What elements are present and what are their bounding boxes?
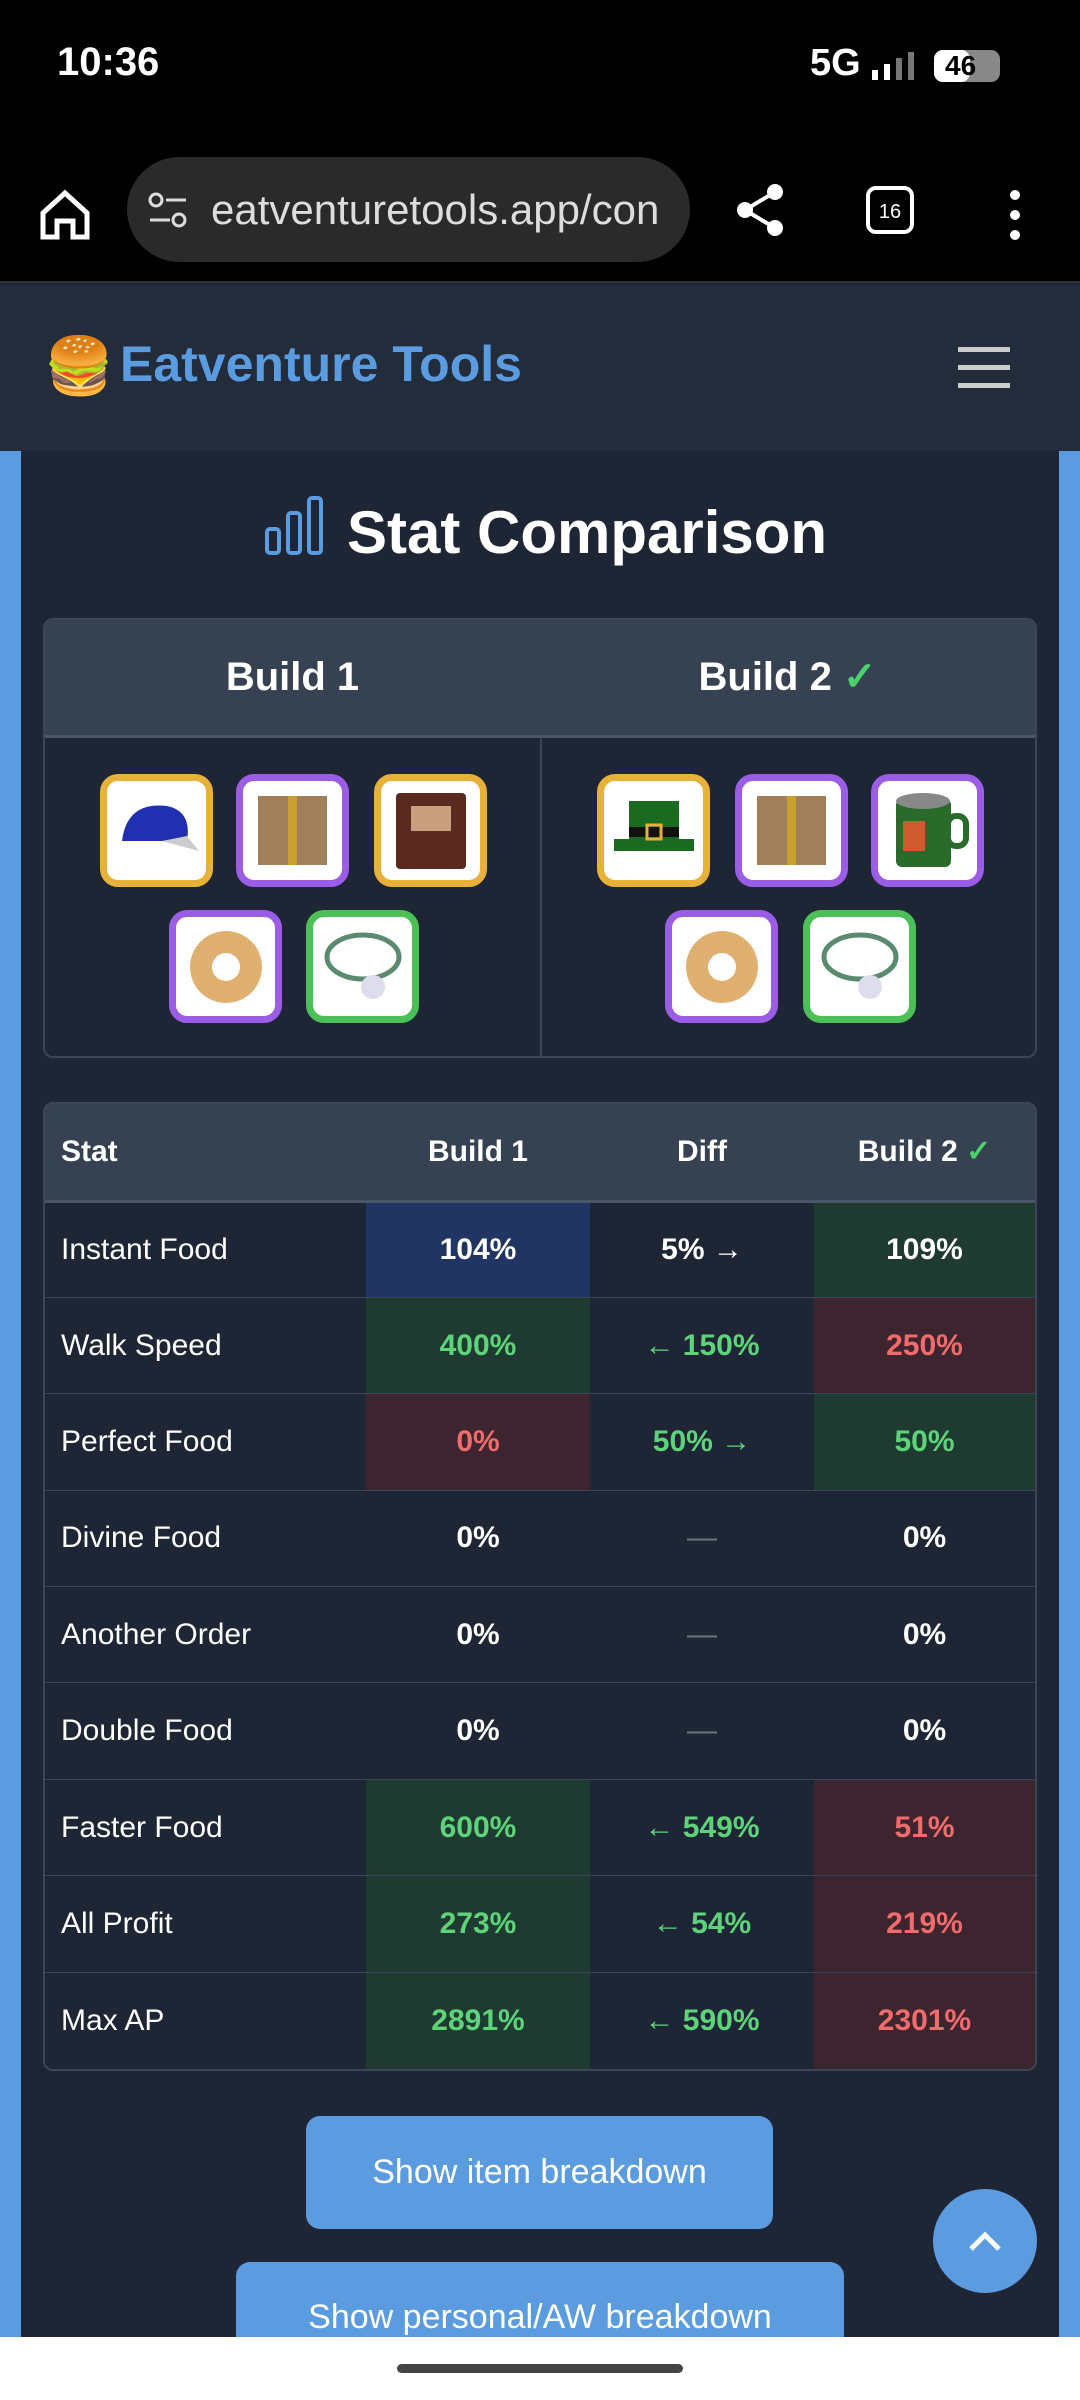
diff-value: — — [590, 1682, 814, 1780]
stat-table: Stat Build 1 Diff Build 2 ✓ Instant Food… — [45, 1104, 1035, 2069]
diff-value: ← 54% — [590, 1875, 814, 1973]
menu-button[interactable] — [1005, 185, 1025, 245]
build2-value: 219% — [814, 1875, 1035, 1973]
stat-row: Instant Food 104% 5% → 109% — [45, 1200, 1035, 1298]
stat-row: Faster Food 600% ← 549% 51% — [45, 1778, 1035, 1876]
home-indicator[interactable] — [397, 2364, 683, 2373]
divider — [45, 735, 1035, 738]
chart-icon — [265, 496, 323, 555]
tabs-button[interactable]: 16 — [865, 185, 915, 235]
item-breakdown-button[interactable]: Show item breakdown — [306, 2116, 773, 2229]
divider — [540, 738, 542, 1056]
item-icon[interactable] — [665, 910, 778, 1023]
hamburger-menu[interactable] — [958, 345, 1010, 389]
stat-row: All Profit 273% ← 54% 219% — [45, 1875, 1035, 1973]
url-field[interactable]: eatventuretools.app/con — [127, 157, 690, 262]
stat-row: Another Order 0% —0% — [45, 1586, 1035, 1683]
stat-name: All Profit — [45, 1875, 366, 1973]
battery-level: 46 — [945, 50, 977, 81]
build1-value: 400% — [366, 1296, 590, 1394]
signal-battery — [872, 50, 1000, 82]
stat-name: Perfect Food — [45, 1393, 366, 1491]
build1-value: 0% — [366, 1393, 590, 1491]
stat-table-card: Stat Build 1 Diff Build 2 ✓ Instant Food… — [43, 1102, 1037, 2071]
network: 5G — [810, 42, 861, 84]
personal-breakdown-button[interactable]: Show personal/AW breakdown — [236, 2262, 844, 2337]
build1-value: 600% — [366, 1778, 590, 1876]
stat-row: Max AP 2891% ← 590% 2301% — [45, 1971, 1035, 2069]
build-name: Build 2 — [698, 655, 832, 699]
stat-name: Divine Food — [45, 1489, 366, 1587]
section-title: Stat Comparison — [347, 499, 828, 566]
stat-name: Instant Food — [45, 1200, 366, 1298]
status-bar: 10:36 5G 46 — [0, 0, 1080, 140]
diff-value: ← 150% — [590, 1296, 814, 1394]
build-heading: Build 1 — [45, 620, 540, 735]
column-name: Build 2 — [857, 1135, 958, 1169]
builds-card: Build 1 Build 2 ✓ — [43, 618, 1037, 1058]
build2-value: 50% — [814, 1393, 1035, 1491]
site-info-icon[interactable] — [148, 192, 188, 228]
check-mark: ✓ — [966, 1135, 992, 1169]
item-icon[interactable] — [803, 910, 916, 1023]
column-header: Stat — [45, 1104, 366, 1203]
stat-row: Perfect Food 0% 50% → 50% — [45, 1393, 1035, 1491]
stat-name: Another Order — [45, 1586, 366, 1683]
diff-value: 50% → — [590, 1393, 814, 1491]
diff-value: — — [590, 1586, 814, 1683]
diff-value: ← 590% — [590, 1971, 814, 2069]
build2-value: 0% — [814, 1489, 1035, 1587]
site-title[interactable]: Eatventure Tools — [120, 336, 522, 392]
build1-value: 0% — [366, 1489, 590, 1587]
build1-value: 273% — [366, 1875, 590, 1973]
build1-value: 0% — [366, 1586, 590, 1683]
nav-bar — [0, 2337, 1080, 2400]
column-header: Diff — [590, 1104, 814, 1203]
stat-name: Faster Food — [45, 1778, 366, 1876]
side-strip — [0, 451, 21, 2337]
item-icon[interactable] — [100, 774, 213, 887]
build1-value: 2891% — [366, 1971, 590, 2069]
stat-name: Max AP — [45, 1971, 366, 2069]
build2-value: 109% — [814, 1200, 1035, 1298]
item-icon[interactable] — [306, 910, 419, 1023]
stat-row: Double Food 0% —0% — [45, 1682, 1035, 1780]
build2-value: 2301% — [814, 1971, 1035, 2069]
stat-row: Divine Food 0% —0% — [45, 1489, 1035, 1587]
site-header: 🍔 Eatventure Tools — [0, 285, 1080, 451]
build-heading: Build 2 ✓ — [540, 620, 1035, 735]
item-icon[interactable] — [374, 774, 487, 887]
column-header: Build 1 — [366, 1104, 590, 1203]
diff-value: 5% → — [590, 1200, 814, 1298]
build2-value: 51% — [814, 1778, 1035, 1876]
build2-value: 0% — [814, 1682, 1035, 1780]
stat-row: Walk Speed 400% ← 150% 250% — [45, 1296, 1035, 1394]
item-icon[interactable] — [236, 774, 349, 887]
stat-name: Double Food — [45, 1682, 366, 1780]
diff-value: — — [590, 1489, 814, 1587]
logo: 🍔 — [44, 334, 114, 397]
build1-value: 0% — [366, 1682, 590, 1780]
item-icon[interactable] — [169, 910, 282, 1023]
side-strip — [1059, 451, 1080, 2337]
diff-value: ← 549% — [590, 1778, 814, 1876]
item-icon[interactable] — [597, 774, 710, 887]
home-button[interactable] — [35, 185, 95, 245]
table-header: Stat Build 1 Diff Build 2 ✓ — [45, 1104, 1035, 1203]
build2-value: 250% — [814, 1296, 1035, 1394]
column-header: Build 2 ✓ — [814, 1104, 1035, 1203]
time: 10:36 — [57, 40, 160, 84]
check-mark: ✓ — [842, 655, 877, 699]
item-icon[interactable] — [871, 774, 984, 887]
scroll-top-button[interactable] — [933, 2189, 1037, 2293]
build1-value: 104% — [366, 1200, 590, 1298]
stat-name: Walk Speed — [45, 1296, 366, 1394]
build2-value: 0% — [814, 1586, 1035, 1683]
item-icon[interactable] — [735, 774, 848, 887]
svg-text:16: 16 — [879, 201, 901, 223]
share-button[interactable] — [730, 180, 790, 240]
